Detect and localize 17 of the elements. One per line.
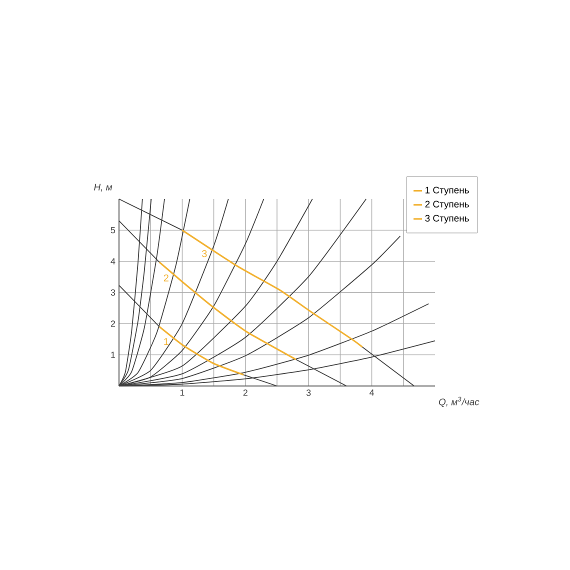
annotation: 1	[164, 338, 168, 346]
legend-label: 3 Ступень	[425, 214, 469, 224]
x-tick-label: 1	[180, 390, 184, 396]
x-tick-label: 3	[306, 390, 311, 396]
x-tick-label: 2	[243, 390, 248, 396]
y-tick-label: 2	[110, 320, 116, 327]
annotation: 2	[164, 274, 168, 282]
legend-label: 2 Ступень	[425, 200, 469, 210]
legend-label: 1 Ступень	[426, 186, 469, 196]
y-tick-label: 3	[110, 289, 116, 296]
y-tick-label: 1	[111, 352, 116, 358]
y-axis-title: H, м	[94, 184, 112, 192]
y-tick-label: 4	[110, 258, 116, 264]
text: Q, м$^{3}$/час	[438, 396, 480, 408]
annotation: 3	[202, 250, 207, 258]
y-tick-label: 5	[110, 227, 116, 234]
x-tick-label: 4	[370, 390, 374, 396]
